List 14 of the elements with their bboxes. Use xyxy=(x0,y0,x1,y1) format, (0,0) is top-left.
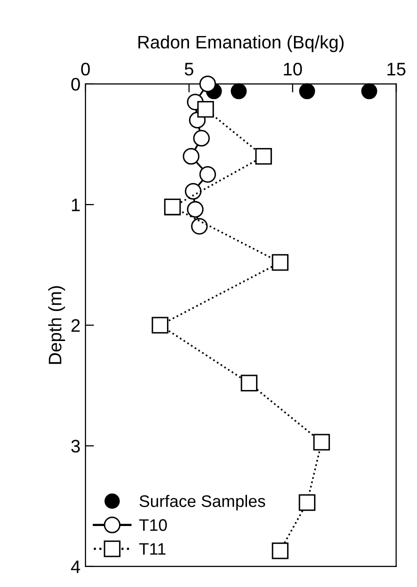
legend-label: Surface Samples xyxy=(140,494,266,510)
x-tick-label: 10 xyxy=(284,62,302,76)
x-axis-title: Radon Emanation (Bq/kg) xyxy=(138,35,344,52)
y-axis-title: Depth (m) xyxy=(48,286,66,364)
y-tick-label: 1 xyxy=(72,198,80,212)
y-tick-label: 0 xyxy=(71,78,80,91)
legend-label: T11 xyxy=(139,543,166,555)
x-tick-label: 15 xyxy=(387,62,406,76)
y-tick-label: 3 xyxy=(71,440,80,453)
x-tick-label: 5 xyxy=(184,62,194,76)
y-tick-label: 4 xyxy=(71,560,80,573)
y-tick-label: 2 xyxy=(71,319,80,332)
legend-label: T10 xyxy=(139,519,167,531)
x-tick-label: 0 xyxy=(81,62,90,76)
